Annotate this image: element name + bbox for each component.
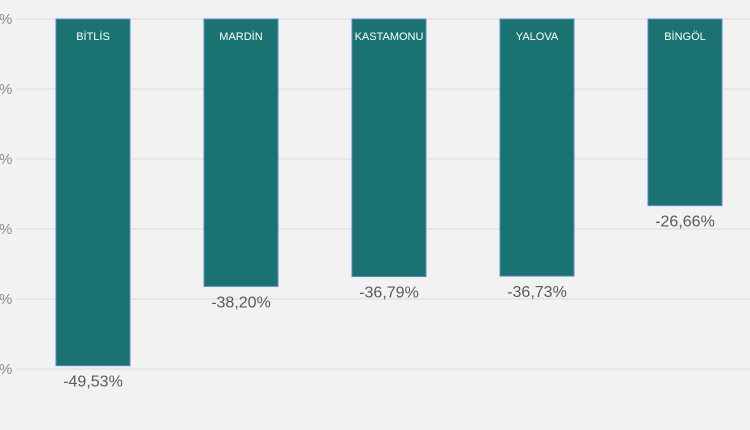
- category-label: BİNGÖL: [664, 30, 706, 43]
- y-tick-label: %: [0, 151, 12, 168]
- data-label: -38,20%: [211, 294, 271, 311]
- y-tick-label: %: [0, 361, 12, 378]
- y-tick-label: %: [0, 221, 12, 238]
- category-label: MARDİN: [219, 30, 262, 43]
- bar: [203, 18, 279, 287]
- data-label: -36,73%: [507, 284, 567, 301]
- bar: [55, 18, 131, 367]
- data-label: -49,53%: [63, 374, 123, 391]
- y-tick-label: %: [0, 291, 12, 308]
- bar: [647, 18, 723, 207]
- category-label: KASTAMONU: [355, 31, 424, 43]
- category-label: YALOVA: [516, 31, 559, 43]
- bar: [351, 18, 427, 278]
- category-label: BİTLİS: [76, 30, 110, 43]
- y-tick-label: %: [0, 11, 12, 28]
- data-label: -26,66%: [655, 214, 715, 231]
- data-label: -36,79%: [359, 285, 419, 302]
- bar: [499, 18, 575, 277]
- y-tick-label: %: [0, 81, 12, 98]
